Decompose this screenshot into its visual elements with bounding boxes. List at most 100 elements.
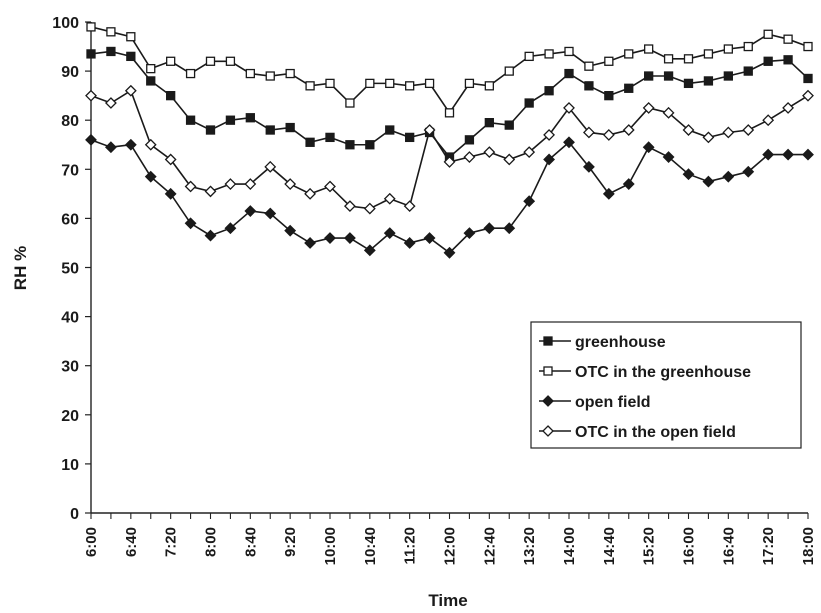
data-point-open-field: [343, 232, 356, 244]
y-tick-label: 50: [61, 261, 79, 278]
data-point-otc-in-the-open-field: [602, 129, 615, 141]
legend-entry-open-field: open field: [539, 394, 651, 411]
data-point-otc-in-the-open-field: [722, 126, 735, 139]
data-point-open-field: [383, 227, 396, 240]
data-point-open-field: [742, 165, 755, 178]
data-point-greenhouse: [345, 140, 355, 150]
data-point-otc-in-the-greenhouse: [464, 78, 475, 89]
data-point-otc-in-the-open-field: [523, 146, 536, 159]
data-point-otc-in-the-greenhouse: [185, 68, 196, 79]
data-point-greenhouse: [166, 91, 176, 101]
data-point-otc-in-the-greenhouse: [584, 61, 594, 71]
data-point-otc-in-the-open-field: [324, 180, 336, 193]
y-tick-label: 70: [61, 162, 79, 179]
x-tick-label: 12:00: [442, 527, 459, 565]
data-point-open-field: [542, 395, 554, 407]
x-tick-label: 6:00: [83, 527, 100, 557]
data-point-greenhouse: [325, 132, 335, 143]
data-point-greenhouse: [703, 76, 714, 86]
data-point-greenhouse: [544, 86, 554, 96]
data-point-otc-in-the-open-field: [582, 126, 595, 139]
x-tick-label: 11:20: [402, 527, 419, 565]
data-point-greenhouse: [464, 135, 475, 145]
data-point-open-field: [602, 187, 615, 200]
data-point-greenhouse: [683, 78, 694, 89]
data-point-open-field: [463, 227, 476, 240]
data-point-open-field: [423, 232, 436, 244]
data-point-otc-in-the-open-field: [642, 102, 655, 114]
data-point-greenhouse: [763, 56, 773, 66]
data-point-otc-in-the-greenhouse: [703, 49, 714, 59]
data-point-greenhouse: [524, 98, 534, 108]
data-point-otc-in-the-open-field: [622, 124, 635, 136]
data-point-otc-in-the-greenhouse: [126, 32, 136, 42]
data-point-open-field: [802, 148, 814, 161]
data-point-otc-in-the-greenhouse: [543, 366, 553, 376]
data-point-greenhouse: [663, 71, 674, 81]
data-point-otc-in-the-greenhouse: [285, 68, 295, 79]
data-point-greenhouse: [146, 76, 156, 86]
data-point-open-field: [563, 136, 575, 149]
data-point-otc-in-the-open-field: [483, 146, 496, 159]
legend-label: open field: [575, 394, 651, 411]
x-tick-label: 9:20: [282, 527, 299, 557]
data-point-otc-in-the-greenhouse: [385, 78, 395, 89]
data-point-open-field: [503, 222, 516, 235]
y-tick-label: 100: [52, 15, 79, 32]
data-point-otc-in-the-open-field: [662, 106, 675, 119]
data-point-greenhouse: [543, 336, 553, 346]
data-point-otc-in-the-greenhouse: [683, 54, 694, 64]
data-point-greenhouse: [584, 81, 594, 91]
data-point-otc-in-the-open-field: [782, 102, 795, 114]
data-point-otc-in-the-open-field: [443, 156, 456, 168]
data-point-otc-in-the-open-field: [463, 151, 476, 163]
y-tick-label: 90: [61, 64, 79, 81]
series-line-greenhouse: [90, 50, 809, 159]
y-tick-label: 60: [61, 211, 79, 228]
data-point-otc-in-the-open-field: [702, 131, 715, 144]
x-tick-label: 17:20: [760, 527, 777, 565]
data-point-open-field: [164, 187, 177, 200]
data-point-greenhouse: [225, 115, 236, 125]
data-point-greenhouse: [365, 140, 375, 150]
data-point-otc-in-the-open-field: [682, 124, 695, 136]
data-point-open-field: [363, 244, 376, 257]
y-tick-label: 0: [70, 506, 79, 523]
data-point-otc-in-the-greenhouse: [166, 56, 176, 66]
y-axis-ticks: 0 10 20 30 40 50 60 70 80 90 100: [52, 15, 91, 523]
data-point-greenhouse: [644, 71, 654, 81]
data-point-open-field: [762, 148, 775, 161]
data-point-greenhouse: [604, 91, 614, 101]
data-point-otc-in-the-greenhouse: [265, 71, 275, 81]
data-point-otc-in-the-open-field: [543, 129, 556, 141]
data-point-otc-in-the-open-field: [742, 124, 755, 136]
data-point-otc-in-the-open-field: [204, 185, 217, 198]
x-tick-label: 10:00: [322, 527, 339, 565]
data-point-otc-in-the-open-field: [563, 102, 575, 114]
data-point-greenhouse: [723, 71, 733, 81]
data-point-open-field: [483, 222, 496, 235]
data-point-otc-in-the-greenhouse: [504, 66, 514, 76]
data-point-otc-in-the-open-field: [264, 160, 277, 173]
data-point-otc-in-the-greenhouse: [604, 56, 614, 66]
data-point-open-field: [304, 237, 317, 249]
data-point-otc-in-the-open-field: [224, 178, 237, 190]
data-point-otc-in-the-greenhouse: [803, 41, 813, 52]
x-tick-label: 15:20: [641, 527, 658, 565]
data-point-open-field: [523, 195, 536, 208]
x-tick-label: 14:40: [601, 527, 618, 565]
data-point-otc-in-the-open-field: [164, 153, 177, 166]
legend-label: OTC in the open field: [575, 424, 736, 441]
x-tick-label: 16:40: [720, 527, 737, 565]
x-axis-label: Time: [428, 591, 467, 610]
data-point-otc-in-the-greenhouse: [783, 34, 793, 44]
data-point-otc-in-the-greenhouse: [624, 49, 634, 59]
data-point-open-field: [443, 246, 456, 259]
data-point-open-field: [622, 178, 635, 190]
data-point-otc-in-the-open-field: [244, 178, 257, 190]
series-greenhouse: [86, 46, 813, 162]
series-group: [85, 22, 814, 259]
data-point-otc-in-the-open-field: [802, 89, 814, 102]
